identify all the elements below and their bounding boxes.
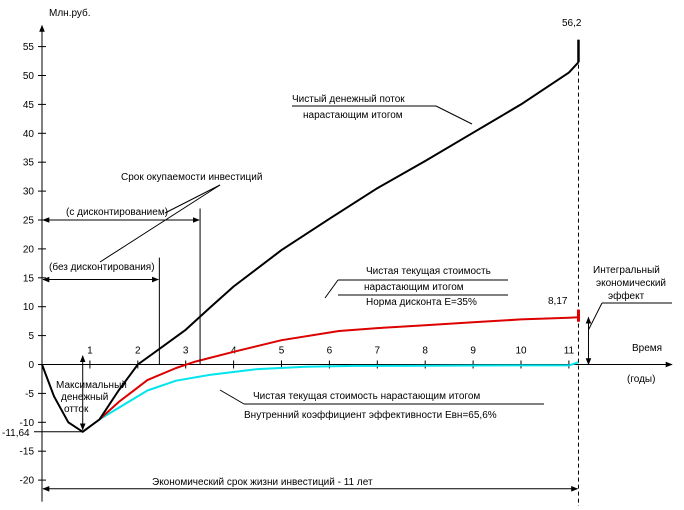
overlays <box>34 39 672 506</box>
cash-flow-label-1: Чистый денежный поток <box>292 94 405 105</box>
x-tick-label: 8 <box>422 346 428 357</box>
x-axis-units: (годы) <box>627 374 655 385</box>
y-tick-label: 50 <box>23 71 35 82</box>
y-tick-label: 30 <box>23 187 35 198</box>
x-tick-label: 9 <box>470 346 476 357</box>
min-value-label: -11,64 <box>2 428 30 439</box>
cash-flow-leader <box>435 105 473 125</box>
y-tick-label: 15 <box>23 273 35 284</box>
y-tick-label: 40 <box>23 129 35 140</box>
npv-label-1: Чистая текущая стоимость <box>366 266 491 277</box>
y-tick-label: 45 <box>23 100 35 111</box>
x-tick-label: 2 <box>135 346 141 357</box>
npv-cyan-label: Чистая текущая стоимость нарастающим ито… <box>253 391 480 402</box>
npv-value-label: 8,17 <box>548 296 568 307</box>
series-line-3 <box>98 361 579 421</box>
y-tick-label: 5 <box>28 331 34 342</box>
y-tick-label: 20 <box>23 244 35 255</box>
y-tick-label: -10 <box>20 418 35 429</box>
integral-effect-line-2: экономический <box>596 278 666 289</box>
payback-title: Срок окупаемости инвестиций <box>121 172 262 183</box>
integral-effect-leader-1 <box>588 302 603 331</box>
irr-label: Внутренний коэффициент эффективности Eвн… <box>244 409 497 421</box>
y-tick-label: -20 <box>20 476 35 487</box>
x-tick-label: 3 <box>183 346 189 357</box>
top-value-label: 56,2 <box>562 18 582 29</box>
payback-leader-2 <box>99 184 221 263</box>
max-outflow-line-1: Максимальный <box>56 380 127 391</box>
y-tick-label: 55 <box>23 42 35 53</box>
lifetime-label: Экономический срок жизни инвестиций - 11… <box>152 477 373 488</box>
irr-leader <box>219 389 245 405</box>
integral-effect-line-3: эффект <box>608 290 645 302</box>
max-outflow-line-2: денежный <box>61 392 108 403</box>
cash-flow-label-2: нарастающим итогом <box>303 110 403 121</box>
y-tick-label: 35 <box>23 158 35 169</box>
x-tick-label: 5 <box>279 346 285 357</box>
npv-label-2: нарастающим итогом <box>364 282 464 293</box>
series-line-2 <box>98 316 579 421</box>
payback-undiscounted-label: (без дисконтирования) <box>49 261 155 273</box>
x-tick-label: 7 <box>375 346 381 357</box>
npv-label-3: Норма дисконта E=35% <box>366 297 477 308</box>
x-tick-label: 1 <box>87 346 93 357</box>
y-tick-label: 10 <box>23 302 35 313</box>
payback-discounted-label: (с дисконтированием) <box>66 207 168 218</box>
y-tick-label: -15 <box>20 447 35 458</box>
x-tick-label: 11 <box>564 346 575 357</box>
y-tick-label: 0 <box>28 360 34 371</box>
x-tick-label: 10 <box>515 346 527 357</box>
y-tick-label: -5 <box>25 389 34 400</box>
integral-effect-line-1: Интегральный <box>593 265 660 276</box>
x-tick-label: 6 <box>327 346 333 357</box>
x-axis-label: Время <box>632 343 662 354</box>
npv-leader <box>324 279 339 299</box>
payback-leader-1 <box>164 184 221 214</box>
y-tick-label: 25 <box>23 216 35 227</box>
max-outflow-line-3: отток <box>64 404 89 415</box>
y-axis-label: Млн.руб. <box>49 7 91 19</box>
